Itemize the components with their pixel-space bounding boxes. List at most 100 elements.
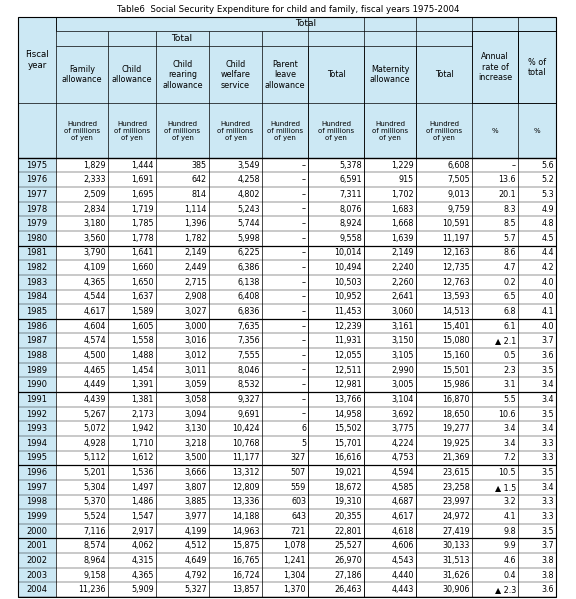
Text: 6,225: 6,225 bbox=[237, 249, 260, 258]
Text: 2,715: 2,715 bbox=[184, 278, 207, 287]
Text: 5,909: 5,909 bbox=[131, 585, 154, 594]
Text: 4.1: 4.1 bbox=[541, 307, 554, 316]
Text: 5,998: 5,998 bbox=[237, 234, 260, 243]
Text: 1978: 1978 bbox=[26, 204, 48, 214]
Text: 3,060: 3,060 bbox=[392, 307, 414, 316]
Text: 643: 643 bbox=[291, 512, 306, 521]
Text: 1,454: 1,454 bbox=[131, 365, 154, 374]
Text: 2,509: 2,509 bbox=[84, 190, 106, 199]
Text: 26,463: 26,463 bbox=[335, 585, 362, 594]
Text: 15,701: 15,701 bbox=[335, 439, 362, 448]
Text: 4.2: 4.2 bbox=[541, 263, 554, 272]
Text: 1,702: 1,702 bbox=[391, 190, 414, 199]
Text: 9,558: 9,558 bbox=[339, 234, 362, 243]
Text: 5.6: 5.6 bbox=[541, 161, 554, 170]
Text: 1,639: 1,639 bbox=[392, 234, 414, 243]
Text: 27,419: 27,419 bbox=[442, 527, 470, 536]
Text: 16,724: 16,724 bbox=[232, 570, 260, 580]
Text: 4,753: 4,753 bbox=[391, 453, 414, 462]
Text: 1982: 1982 bbox=[26, 263, 48, 272]
Text: 3,005: 3,005 bbox=[392, 380, 414, 389]
Text: 1,396: 1,396 bbox=[184, 219, 207, 228]
Text: Hundred
of millions
of yen: Hundred of millions of yen bbox=[318, 120, 354, 141]
Text: 2004: 2004 bbox=[26, 585, 47, 594]
Text: 3.3: 3.3 bbox=[541, 439, 554, 448]
Text: 5,072: 5,072 bbox=[84, 424, 106, 433]
Text: 4,802: 4,802 bbox=[237, 190, 260, 199]
Text: 13,312: 13,312 bbox=[233, 468, 260, 477]
Text: 8,532: 8,532 bbox=[237, 380, 260, 389]
Text: 5,744: 5,744 bbox=[237, 219, 260, 228]
Text: ▲ 2.3: ▲ 2.3 bbox=[495, 585, 516, 594]
Text: 7,116: 7,116 bbox=[84, 527, 106, 536]
Text: 19,310: 19,310 bbox=[335, 497, 362, 506]
Text: 2,917: 2,917 bbox=[131, 527, 154, 536]
Text: 3.4: 3.4 bbox=[503, 439, 516, 448]
Text: 1,589: 1,589 bbox=[131, 307, 154, 316]
Text: Hundred
of millions
of yen: Hundred of millions of yen bbox=[372, 120, 408, 141]
Text: 3.8: 3.8 bbox=[541, 570, 554, 580]
Text: 3.4: 3.4 bbox=[541, 395, 554, 404]
Text: 14,958: 14,958 bbox=[335, 410, 362, 419]
Text: 4.0: 4.0 bbox=[541, 292, 554, 301]
Text: 2,333: 2,333 bbox=[84, 176, 106, 184]
Text: 3,027: 3,027 bbox=[184, 307, 207, 316]
Text: –: – bbox=[302, 410, 306, 419]
Text: 4,500: 4,500 bbox=[84, 351, 106, 360]
Text: 1,785: 1,785 bbox=[131, 219, 154, 228]
Text: 1986: 1986 bbox=[26, 322, 48, 331]
Text: 23,615: 23,615 bbox=[442, 468, 470, 477]
Text: –: – bbox=[302, 292, 306, 301]
Text: 1,683: 1,683 bbox=[392, 204, 414, 214]
Text: 12,163: 12,163 bbox=[442, 249, 470, 258]
Text: 23,997: 23,997 bbox=[442, 497, 470, 506]
Text: 1980: 1980 bbox=[26, 234, 48, 243]
Text: 7.2: 7.2 bbox=[503, 453, 516, 462]
Text: 3.4: 3.4 bbox=[541, 424, 554, 433]
Text: –: – bbox=[302, 380, 306, 389]
Text: 1,486: 1,486 bbox=[132, 497, 154, 506]
Text: %: % bbox=[534, 128, 540, 134]
Text: 15,501: 15,501 bbox=[442, 365, 470, 374]
Text: 3,180: 3,180 bbox=[84, 219, 106, 228]
Text: –: – bbox=[512, 161, 516, 170]
Text: 4.6: 4.6 bbox=[503, 556, 516, 565]
Text: 1989: 1989 bbox=[26, 365, 48, 374]
Text: 2,260: 2,260 bbox=[391, 278, 414, 287]
Text: 5.5: 5.5 bbox=[503, 395, 516, 404]
Text: 6.1: 6.1 bbox=[503, 322, 516, 331]
Text: Hundred
of millions
of yen: Hundred of millions of yen bbox=[217, 120, 253, 141]
Text: 814: 814 bbox=[192, 190, 207, 199]
Text: 6,608: 6,608 bbox=[448, 161, 470, 170]
Text: 721: 721 bbox=[291, 527, 306, 536]
Text: 1,114: 1,114 bbox=[185, 204, 207, 214]
Text: –: – bbox=[302, 249, 306, 258]
Text: 15,875: 15,875 bbox=[232, 541, 260, 550]
Text: 31,626: 31,626 bbox=[442, 570, 470, 580]
Text: –: – bbox=[302, 351, 306, 360]
Text: 0.4: 0.4 bbox=[503, 570, 516, 580]
Text: 6: 6 bbox=[301, 424, 306, 433]
Text: 1979: 1979 bbox=[26, 219, 48, 228]
Text: 12,055: 12,055 bbox=[334, 351, 362, 360]
Text: 7,356: 7,356 bbox=[237, 336, 260, 345]
Text: 603: 603 bbox=[291, 497, 306, 506]
Text: Total: Total bbox=[435, 70, 453, 79]
Text: 5,267: 5,267 bbox=[84, 410, 106, 419]
Text: 3.4: 3.4 bbox=[541, 483, 554, 492]
Text: 1,488: 1,488 bbox=[132, 351, 154, 360]
Text: 4.8: 4.8 bbox=[541, 219, 554, 228]
Text: 8.5: 8.5 bbox=[503, 219, 516, 228]
Text: –: – bbox=[302, 307, 306, 316]
Text: 4.5: 4.5 bbox=[541, 234, 554, 243]
Text: 22,801: 22,801 bbox=[335, 527, 362, 536]
Text: 4,594: 4,594 bbox=[391, 468, 414, 477]
Text: 5,327: 5,327 bbox=[184, 585, 207, 594]
Text: 4,543: 4,543 bbox=[392, 556, 414, 565]
Text: 1977: 1977 bbox=[26, 190, 48, 199]
Text: 1,304: 1,304 bbox=[283, 570, 306, 580]
Text: 16,765: 16,765 bbox=[232, 556, 260, 565]
Text: 1,229: 1,229 bbox=[391, 161, 414, 170]
Text: Hundred
of millions
of yen: Hundred of millions of yen bbox=[426, 120, 462, 141]
Bar bbox=[18, 17, 556, 158]
